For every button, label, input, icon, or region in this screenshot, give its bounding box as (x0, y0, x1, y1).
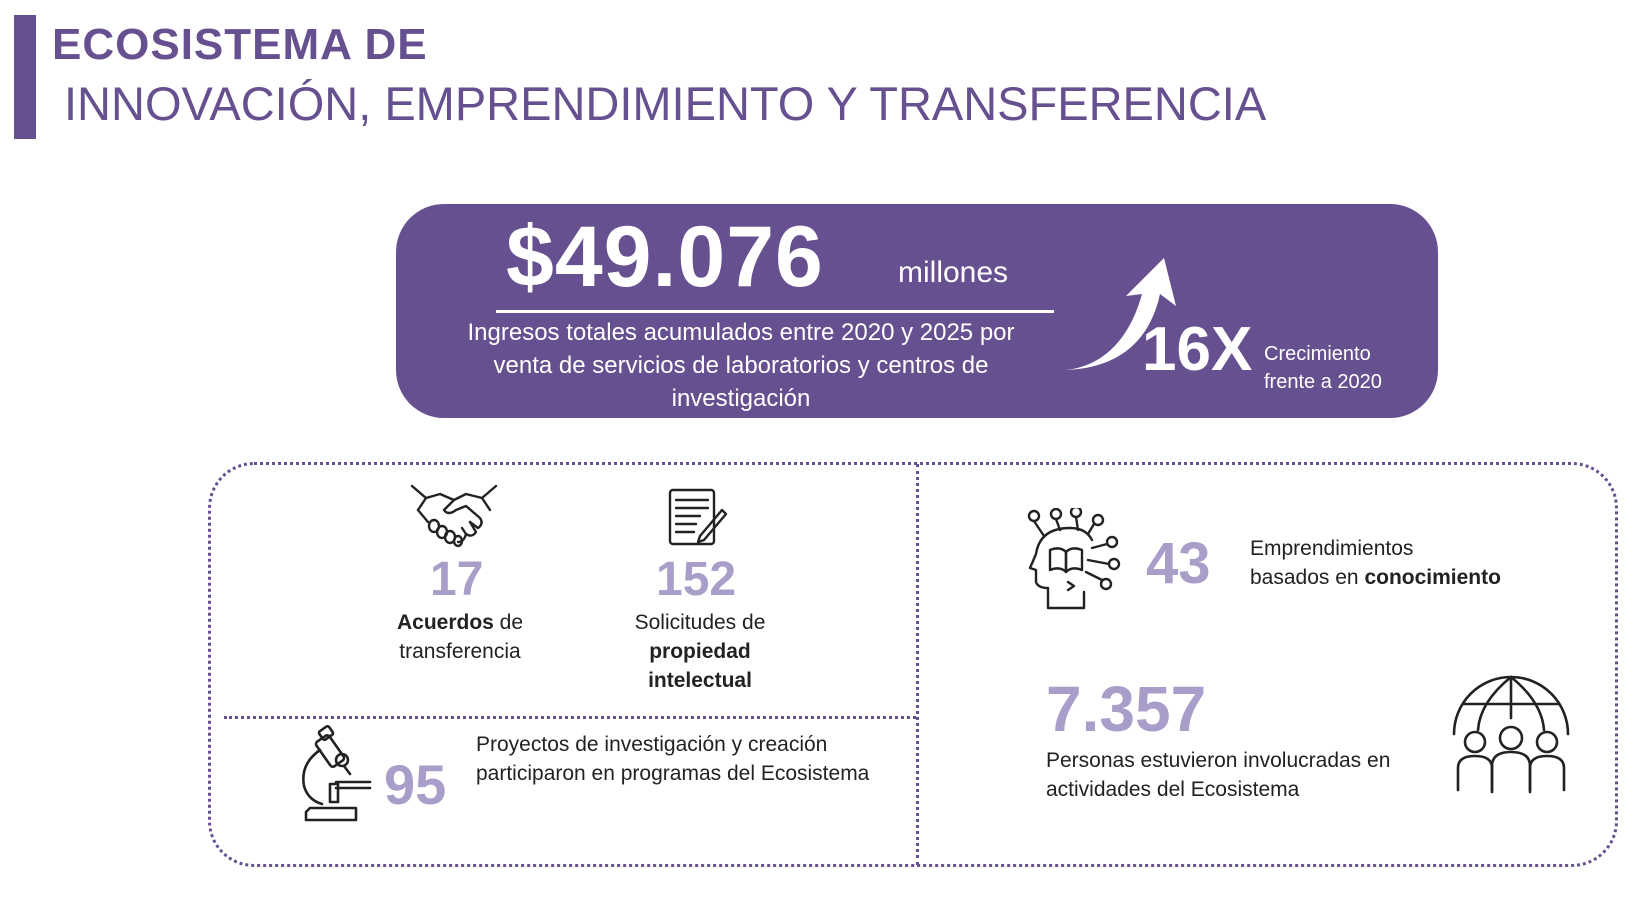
ip-label-bold2: intelectual (648, 669, 752, 692)
growth-arrow-icon (1066, 258, 1176, 370)
page-title: ECOSISTEMA DE (52, 20, 428, 69)
ip-label-bold1: propiedad (649, 640, 751, 663)
projects-count: 95 (384, 753, 447, 816)
agreements-label-rest: de (493, 611, 524, 634)
title-accent-bar (14, 15, 36, 139)
revenue-description: Ingresos totales acumulados entre 2020 y… (467, 319, 1015, 412)
agreements-label: Acuerdos de transferencia (370, 608, 550, 666)
people-count: 7.357 (1046, 673, 1207, 745)
startups-label-line1: Emprendimientos (1250, 537, 1414, 560)
growth-label: Crecimiento frente a 2020 (1264, 343, 1382, 393)
startups-label-bold: conocimiento (1364, 566, 1501, 589)
projects-label: Proyectos de investigación y creación pa… (476, 733, 870, 785)
startups-label: Emprendimientos basados en conocimiento (1250, 534, 1570, 592)
banner-underline (496, 310, 1054, 313)
revenue-banner: $49.076 millones Ingresos totales acumul… (396, 204, 1438, 418)
growth-factor: 16X (1142, 315, 1253, 384)
agreements-label-bold: Acuerdos (396, 611, 494, 634)
agreements-label-line2: transferencia (399, 640, 521, 663)
page-subtitle: INNOVACIÓN, EMPRENDIMIENTO Y TRANSFERENC… (64, 77, 1267, 130)
ip-count: 152 (656, 553, 737, 606)
microscope-icon (302, 724, 372, 822)
revenue-unit: millones (898, 256, 1009, 289)
revenue-amount: $49.076 (506, 209, 824, 305)
startups-count: 43 (1146, 531, 1211, 596)
agreements-count: 17 (430, 553, 484, 606)
startups-label-line2: basados en (1250, 566, 1365, 589)
people-label: Personas estuvieron involucradas en acti… (1046, 749, 1391, 801)
stats-frame (208, 462, 1618, 867)
ip-label-line1: Solicitudes de (634, 611, 766, 634)
document-pen-icon (668, 488, 728, 546)
stats-divider-horizontal (224, 716, 916, 719)
ip-label: Solicitudes de propiedad intelectual (600, 608, 800, 695)
globe-people-icon (1452, 675, 1570, 794)
stats-divider-vertical (916, 464, 919, 865)
brain-head-icon (1027, 508, 1121, 610)
handshake-icon (410, 484, 498, 548)
